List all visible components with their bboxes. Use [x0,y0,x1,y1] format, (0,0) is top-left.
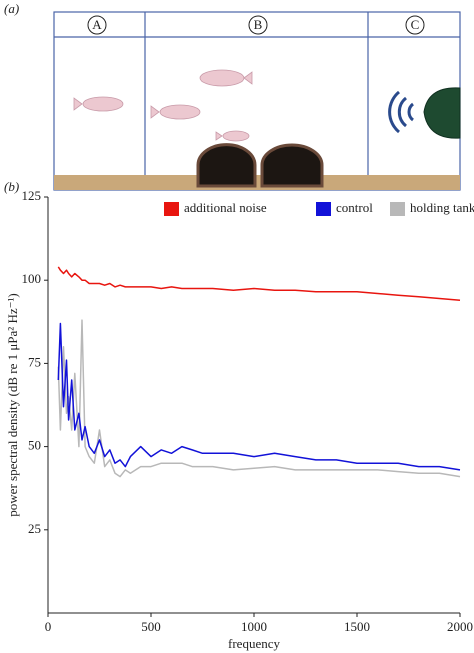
sand [54,175,460,190]
x-tick-label: 0 [45,619,52,634]
fish-group [73,69,253,142]
legend-label: holding tank [410,200,474,215]
legend-label: control [336,200,373,215]
fish [222,130,250,142]
fish [159,104,201,120]
series-line [57,322,461,471]
y-tick-label: 75 [28,354,41,369]
series-line [57,266,461,301]
x-tick-label: 1500 [344,619,370,634]
y-tick-label: 125 [22,188,42,203]
section-label: A [92,17,102,32]
tank-diagram: A B C [53,11,461,191]
fish [82,96,124,112]
wave [407,102,415,122]
x-tick-label: 2000 [447,619,473,634]
y-tick-label: 50 [28,438,41,453]
section-circle [87,15,107,35]
x-tick-label: 500 [141,619,161,634]
legend-swatch [316,202,331,216]
wave [397,96,408,128]
series-line [57,319,461,478]
y-tick-label: 25 [28,521,41,536]
panel-label: (b) [4,179,19,194]
y-axis-label: power spectral density (dB re 1 μPa² Hz⁻… [5,293,20,516]
x-tick-label: 1000 [241,619,267,634]
fish-tail [243,71,253,85]
sound-waves [388,90,415,134]
fish-tail [215,131,223,141]
fish-tail [150,105,160,119]
legend-label: additional noise [184,200,267,215]
x-axis-label: frequency [228,636,280,651]
section-label: B [254,17,263,32]
y-tick-label: 100 [22,271,42,286]
section-label: C [411,17,420,32]
legend-swatch [164,202,179,216]
section-circle [405,15,425,35]
fish-tail [73,97,83,111]
legend-swatch [390,202,405,216]
speaker [423,87,461,139]
section-circle [248,15,268,35]
fish [199,69,245,87]
shelter [196,143,257,188]
shelter [260,143,324,188]
panel-label: (a) [4,1,19,16]
wave [388,90,401,134]
